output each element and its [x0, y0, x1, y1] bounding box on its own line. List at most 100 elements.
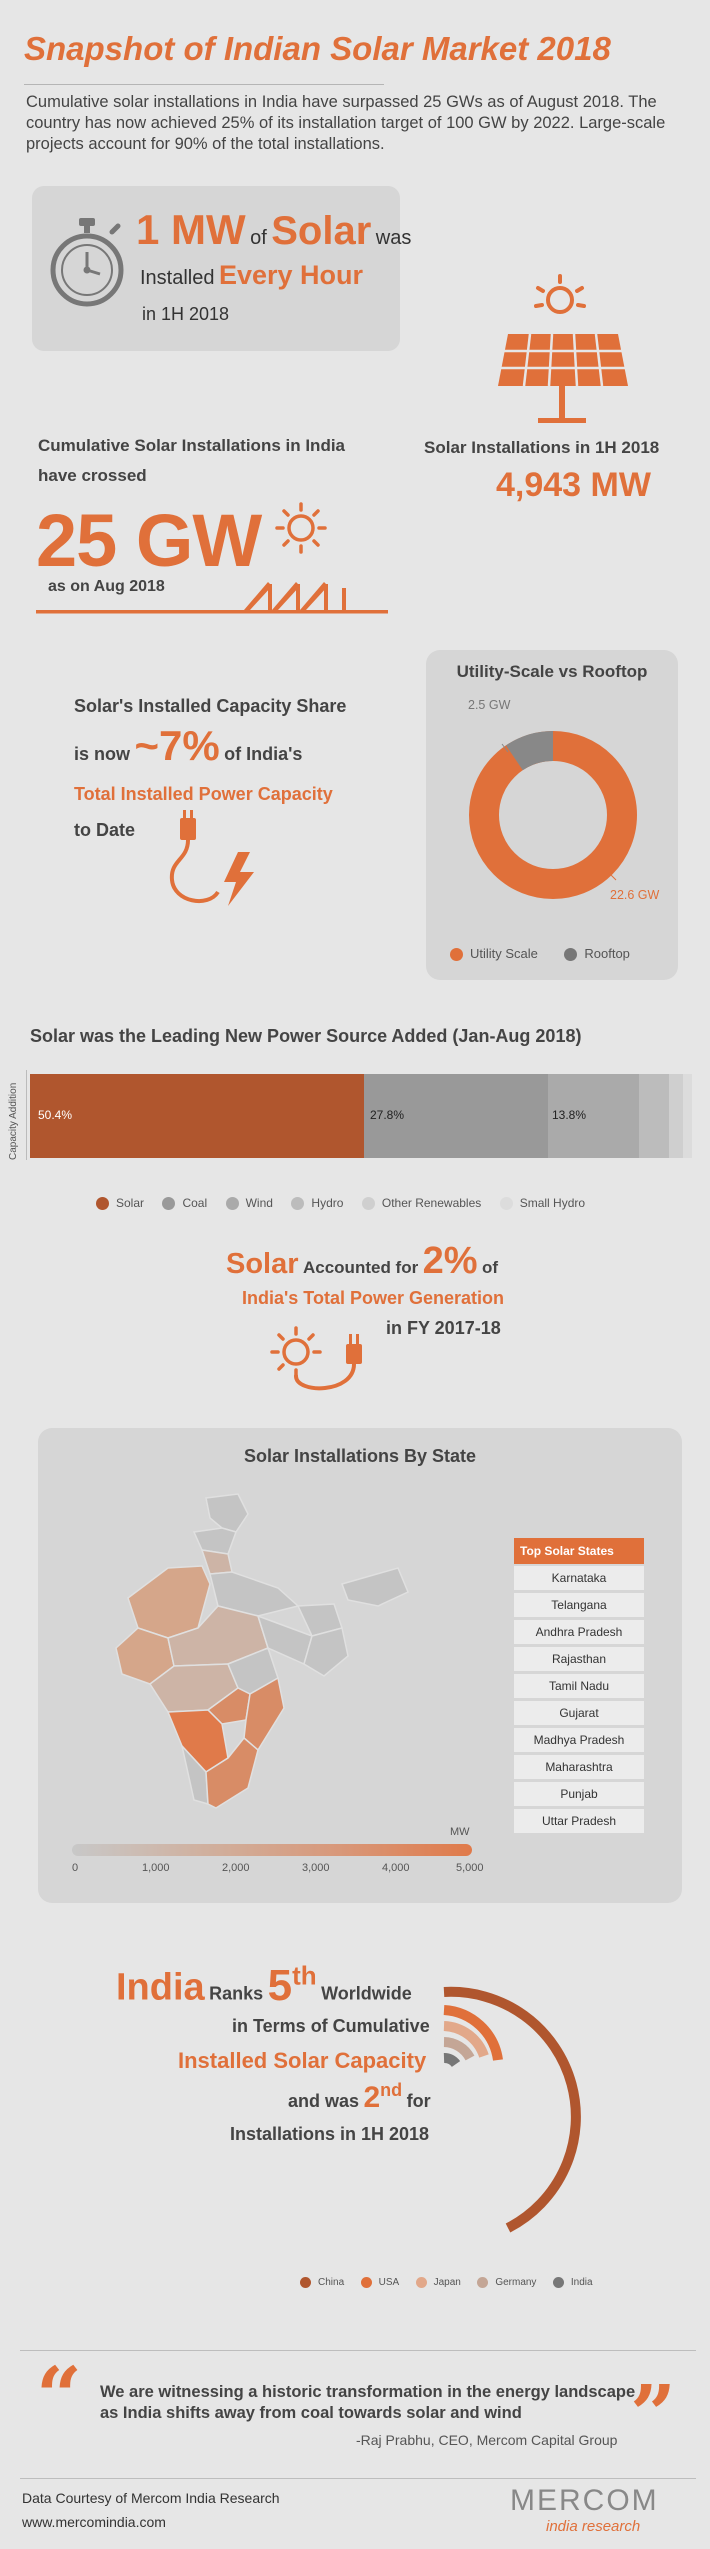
new-power-title: Solar was the Leading New Power Source A…: [30, 1026, 582, 1046]
ranking-and-was: and was: [288, 2091, 360, 2111]
ranking-legend: China USA Japan Germany India: [300, 2274, 593, 2292]
legend-china: China: [318, 2277, 345, 2289]
quote-text: We are witnessing a historic transformat…: [100, 2383, 636, 2422]
legend-japan: Japan: [433, 2277, 461, 2289]
bar-small-hydro: [683, 1074, 692, 1158]
quote-author: -Raj Prabhu, CEO, Mercom Capital Group: [356, 2432, 618, 2448]
new-power-legend: Solar Coal Wind Hydro Other Renewables S…: [96, 1194, 585, 1212]
capacity-share-of-india: of India's: [224, 744, 303, 764]
generation-solar: Solar: [226, 1248, 299, 1280]
quote-close-icon: ”: [630, 2367, 677, 2461]
footer-courtesy: Data Courtesy of Mercom India Research: [22, 2490, 280, 2506]
stopwatch-icon: [50, 218, 124, 307]
bar-wind: 13.8%: [548, 1074, 639, 1158]
hourly-every-hour: Every Hour: [218, 260, 364, 290]
ranking-position: 5th: [267, 1960, 317, 2010]
bar-solar: 50.4%: [30, 1074, 364, 1158]
donut-utility-slice: [469, 731, 637, 899]
footer-url[interactable]: www.mercomindia.com: [22, 2514, 166, 2530]
radial-germany: [443, 2037, 475, 2061]
new-power-axis-label: Capacity Addition: [8, 1082, 19, 1160]
state-item-telangana: Telangana: [514, 1593, 644, 1617]
state-title: Solar Installations By State: [243, 1446, 477, 1466]
donut-legend: Utility Scale Rooftop: [450, 945, 652, 963]
india-state-map: [115, 1493, 409, 1809]
hourly-period: in 1H 2018: [142, 304, 230, 324]
h1-installs-value: 4,943 MW: [496, 466, 651, 504]
state-item-andhra-pradesh: Andhra Pradesh: [514, 1620, 644, 1644]
legend-hydro: Hydro: [311, 1195, 344, 1210]
sun-icon: [534, 274, 586, 314]
footer-divider: [20, 2478, 696, 2479]
sun-and-panels-icon: [36, 502, 388, 614]
hourly-mw: 1 MW: [136, 206, 246, 253]
new-power-stacked-bar: 50.4% 27.8% 13.8%: [30, 1074, 692, 1158]
state-item-madhya-pradesh: Madhya Pradesh: [514, 1728, 644, 1752]
legend-wind: Wind: [245, 1195, 273, 1210]
scale-unit: MW: [450, 1826, 470, 1838]
radial-china: [443, 1986, 581, 2233]
utility-rooftop-donut: [469, 731, 637, 899]
mercom-logo-sub: india research: [546, 2518, 641, 2535]
legend-utility: Utility Scale: [470, 946, 538, 962]
legend-small-hydro: Small Hydro: [519, 1195, 586, 1210]
mercom-logo: MERCOM: [510, 2484, 659, 2517]
donut-rooftop-label: 2.5 GW: [468, 698, 511, 712]
bar-solar-label: 50.4%: [38, 1108, 73, 1122]
generation-line2: India's Total Power Generation: [242, 1288, 504, 1308]
bar-hydro: [639, 1074, 669, 1158]
cumulative-label-line1: Cumulative Solar Installations in India: [38, 436, 346, 455]
utility-rooftop-card: Utility-Scale vs Rooftop 2.5 GW 22.6 GW …: [426, 650, 678, 980]
legend-rooftop: Rooftop: [584, 946, 630, 962]
ranking-worldwide: Worldwide: [321, 1983, 412, 2004]
quote-open-icon: “: [36, 2349, 83, 2443]
color-scale-bar: [72, 1844, 472, 1856]
generation-percent: 2%: [422, 1240, 478, 1282]
ranking-india: India: [116, 1966, 205, 2009]
state-item-maharashtra: Maharashtra: [514, 1755, 644, 1779]
h1-installs-label: Solar Installations in 1H 2018: [424, 438, 660, 457]
ranking-radial-chart: [443, 1986, 581, 2233]
capacity-share-percent: ~7%: [134, 722, 220, 769]
donut-rooftop-slice: [506, 731, 554, 771]
scale-tick-2000: 2,000: [222, 1862, 250, 1874]
plug-icon: [169, 810, 254, 906]
radial-india: [443, 2053, 461, 2068]
capacity-share-line3: Total Installed Power Capacity: [74, 784, 333, 804]
top-states-header: Top Solar States: [514, 1538, 644, 1564]
scale-tick-0: 0: [72, 1862, 79, 1874]
ranking-ranks: Ranks: [209, 1983, 264, 2004]
cumulative-label-line2: have crossed: [38, 466, 147, 485]
legend-solar: Solar: [116, 1195, 145, 1210]
hourly-solar: Solar: [271, 209, 372, 253]
hourly-was: was: [375, 227, 412, 249]
state-item-gujarat: Gujarat: [514, 1701, 644, 1725]
sun-plug-icon: [270, 1326, 362, 1391]
hourly-installed: Installed: [140, 267, 215, 289]
scale-tick-1000: 1,000: [142, 1862, 170, 1874]
capacity-share-line1: Solar's Installed Capacity Share: [74, 696, 347, 716]
legend-germany: Germany: [495, 2277, 537, 2289]
page-title: Snapshot of Indian Solar Market 2018: [24, 30, 611, 67]
state-item-punjab: Punjab: [514, 1782, 644, 1806]
generation-of: of: [482, 1258, 499, 1277]
cumulative-value: 25 GW: [36, 499, 262, 582]
scale-tick-3000: 3,000: [302, 1862, 330, 1874]
bar-coal: 27.8%: [364, 1074, 548, 1158]
capacity-share-line4: to Date: [74, 820, 136, 840]
state-installations-card: Solar Installations By State Top Solar S…: [38, 1428, 682, 1903]
cumulative-date: as on Aug 2018: [48, 578, 165, 595]
legend-india: India: [570, 2277, 593, 2289]
donut-title: Utility-Scale vs Rooftop: [456, 662, 648, 681]
title-divider: [24, 84, 384, 85]
top-states-list: Top Solar States Karnataka Telangana And…: [514, 1538, 644, 1838]
radial-japan: [443, 2021, 489, 2058]
new-power-axis: [26, 1070, 27, 1160]
ranking-2nd: 2nd: [363, 2080, 403, 2114]
hourly-of: of: [250, 227, 267, 249]
bar-other-renewables: [669, 1074, 683, 1158]
quote-divider-top: [20, 2350, 696, 2351]
state-item-rajasthan: Rajasthan: [514, 1647, 644, 1671]
solar-panel-icon: [498, 274, 628, 423]
ranking-line3: Installed Solar Capacity: [178, 2048, 427, 2073]
